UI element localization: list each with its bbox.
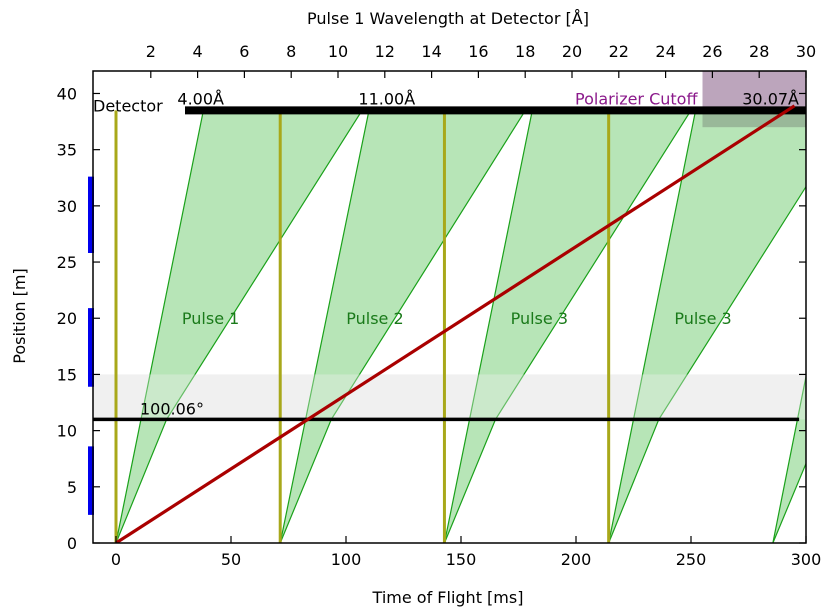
frame-wavelength-label: 11.00Å [358,89,415,108]
y-tick-label: 0 [67,534,77,553]
pulse-fast-edge [772,373,806,543]
pulse-region [608,110,806,543]
top-tick-label: 10 [328,42,348,61]
pulse-region [280,110,526,543]
slowest-neutron-line [115,104,796,543]
polarizer-overlay [702,71,806,128]
pulse-fast-edge [443,110,533,543]
polarizer-label: Polarizer Cutoff [575,89,698,108]
y-tick-label: 25 [57,253,77,272]
top-tick-label: 2 [146,42,156,61]
top-tick-label: 8 [286,42,296,61]
x-tick-label: 300 [791,550,822,569]
top-tick-label: 26 [702,42,722,61]
x-tick-label: 50 [221,550,241,569]
pulse-layer [93,71,806,543]
y-tick-label: 5 [67,478,77,497]
pulse-fast-edge [279,110,370,543]
pulse-fast-edge [608,110,697,543]
top-tick-label: 18 [515,42,535,61]
detector-label: Detector [93,96,163,115]
pulse-label: Pulse 1 [182,309,239,328]
chopper-band [93,374,806,420]
top-tick-label: 16 [468,42,488,61]
top-tick-label: 4 [193,42,203,61]
line-layer [93,104,806,543]
x-tick-label: 250 [676,550,707,569]
top-tick-label: 30 [796,42,816,61]
label-layer: Pulse 1 Pulse 2 Pulse 3 Pulse 3 Detector 4.00… [93,89,799,418]
x-axis-label: Time of Flight [ms] [372,588,524,607]
x-tick-label: 200 [561,550,592,569]
x-tick-label: 0 [111,550,121,569]
pulse-slow-edge [772,461,806,543]
background-layer [93,71,806,420]
top-tick-label: 28 [749,42,769,61]
pulse-label: Pulse 3 [674,309,731,328]
top-axis-label: Pulse 1 Wavelength at Detector [Å] [307,9,589,28]
x-tick-label: 100 [331,550,362,569]
top-tick-label: 14 [421,42,441,61]
pulse-label: Pulse 3 [511,309,568,328]
top-tick-label: 24 [655,42,675,61]
y-tick-label: 10 [57,422,77,441]
pulse-fast-edge [115,110,204,543]
chopper-angle-label: 100.06° [140,399,204,418]
top-tick-label: 6 [239,42,249,61]
y-tick-label: 40 [57,84,77,103]
chopper-band-overlay [93,374,806,420]
pulse-region [116,110,363,543]
y-tick-label: 35 [57,141,77,160]
y-axis-label: Position [m] [10,268,29,363]
y-tick-label: 15 [57,365,77,384]
plot-frame [92,70,807,544]
max-wavelength-label: 30.07Å [742,89,799,108]
min-wavelength-label: 4.00Å [177,89,224,108]
pulse-region [444,110,691,543]
y-tick-label: 30 [57,197,77,216]
top-tick-label: 12 [375,42,395,61]
x-tick-label: 150 [446,550,477,569]
pulse-label: Pulse 2 [346,309,403,328]
top-tick-label: 22 [609,42,629,61]
y-tick-label: 20 [57,309,77,328]
top-tick-label: 20 [562,42,582,61]
